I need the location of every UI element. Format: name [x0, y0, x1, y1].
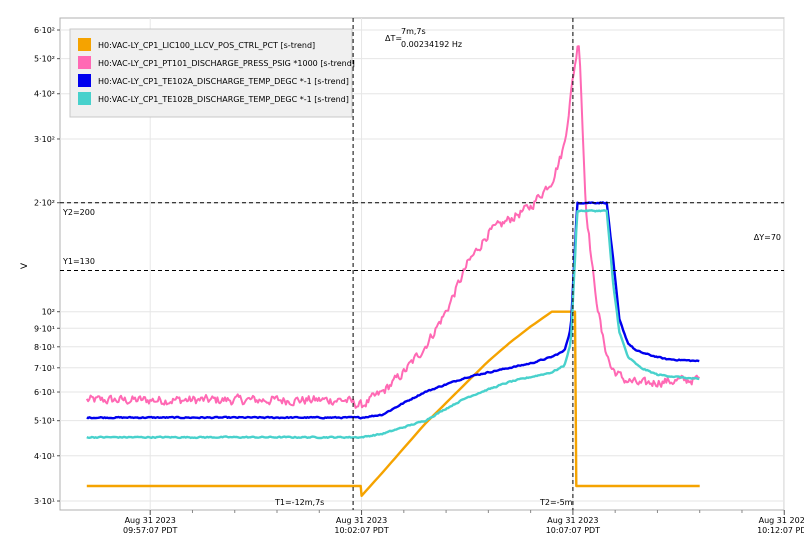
delta-y-label: ΔY=70	[754, 233, 781, 242]
y-axis-label: V	[20, 262, 30, 269]
legend: H0:VAC-LY_CP1_LIC100_LLCV_POS_CTRL_PCT […	[69, 28, 355, 118]
y-tick-label: 2·10²	[34, 199, 55, 208]
x-tick-label-time: 10:12:07 PDT	[757, 526, 804, 535]
y-tick-label: 4·10¹	[34, 452, 55, 461]
x-tick-label-time: 10:07:07 PDT	[546, 526, 600, 535]
x-tick-label-time: 09:57:07 PDT	[123, 526, 177, 535]
legend-box	[69, 28, 353, 118]
y-tick-label: 7·10¹	[34, 364, 55, 373]
delta-t-value: 7m,7s	[401, 27, 426, 36]
y-tick-label: 8·10¹	[34, 343, 55, 352]
y-tick-label: 9·10¹	[34, 324, 55, 333]
series-line	[85, 45, 701, 409]
legend-label: H0:VAC-LY_CP1_LIC100_LLCV_POS_CTRL_PCT […	[98, 41, 315, 50]
y-tick-label: 3·10²	[34, 135, 55, 144]
series-line	[86, 201, 700, 420]
y-tick-label: 3·10¹	[34, 497, 55, 506]
legend-swatch	[78, 74, 91, 87]
legend-label: H0:VAC-LY_CP1_PT101_DISCHARGE_PRESS_PSIG…	[98, 59, 355, 68]
delta-t-label: ΔT=	[385, 34, 402, 43]
y-tick-label: 10²	[42, 308, 55, 317]
t1-cursor-label: T1=-12m,7s	[274, 498, 324, 507]
cursor-labels: ΔT= 7m,7s 0.00234192 Hz Y2=200 Y1=130 ΔY…	[62, 27, 781, 507]
x-tick-label-date: Aug 31 2023	[759, 516, 804, 525]
series-line	[86, 209, 700, 440]
y-tick-label: 6·10¹	[34, 388, 55, 397]
x-tick-label-date: Aug 31 2023	[547, 516, 598, 525]
y1-cursor-label: Y1=130	[62, 257, 95, 266]
legend-swatch	[78, 38, 91, 51]
x-tick-label-time: 10:02:07 PDT	[334, 526, 388, 535]
legend-label: H0:VAC-LY_CP1_TE102B_DISCHARGE_TEMP_DEGC…	[98, 95, 349, 104]
series-line	[86, 310, 700, 497]
t2-cursor-label: T2=-5m	[539, 498, 573, 507]
series-layer	[85, 45, 701, 497]
legend-label: H0:VAC-LY_CP1_TE102A_DISCHARGE_TEMP_DEGC…	[98, 77, 349, 86]
y-tick-label: 5·10²	[34, 55, 55, 64]
cursor-layer	[60, 18, 784, 510]
x-tick-label-date: Aug 31 2023	[125, 516, 176, 525]
legend-swatch	[78, 92, 91, 105]
y-tick-label: 4·10²	[34, 90, 55, 99]
y-axis-ticks: 3·10¹ 4·10¹ 5·10¹ 6·10¹ 7·10¹ 8·10¹ 9·10¹ 10² 2·…	[34, 26, 60, 506]
legend-swatch	[78, 56, 91, 69]
x-tick-label-date: Aug 31 2023	[336, 516, 387, 525]
y-tick-label: 5·10¹	[34, 417, 55, 426]
y2-cursor-label: Y2=200	[62, 208, 95, 217]
y-tick-label: 6·10²	[34, 26, 55, 35]
delta-t-frequency: 0.00234192 Hz	[401, 40, 462, 49]
